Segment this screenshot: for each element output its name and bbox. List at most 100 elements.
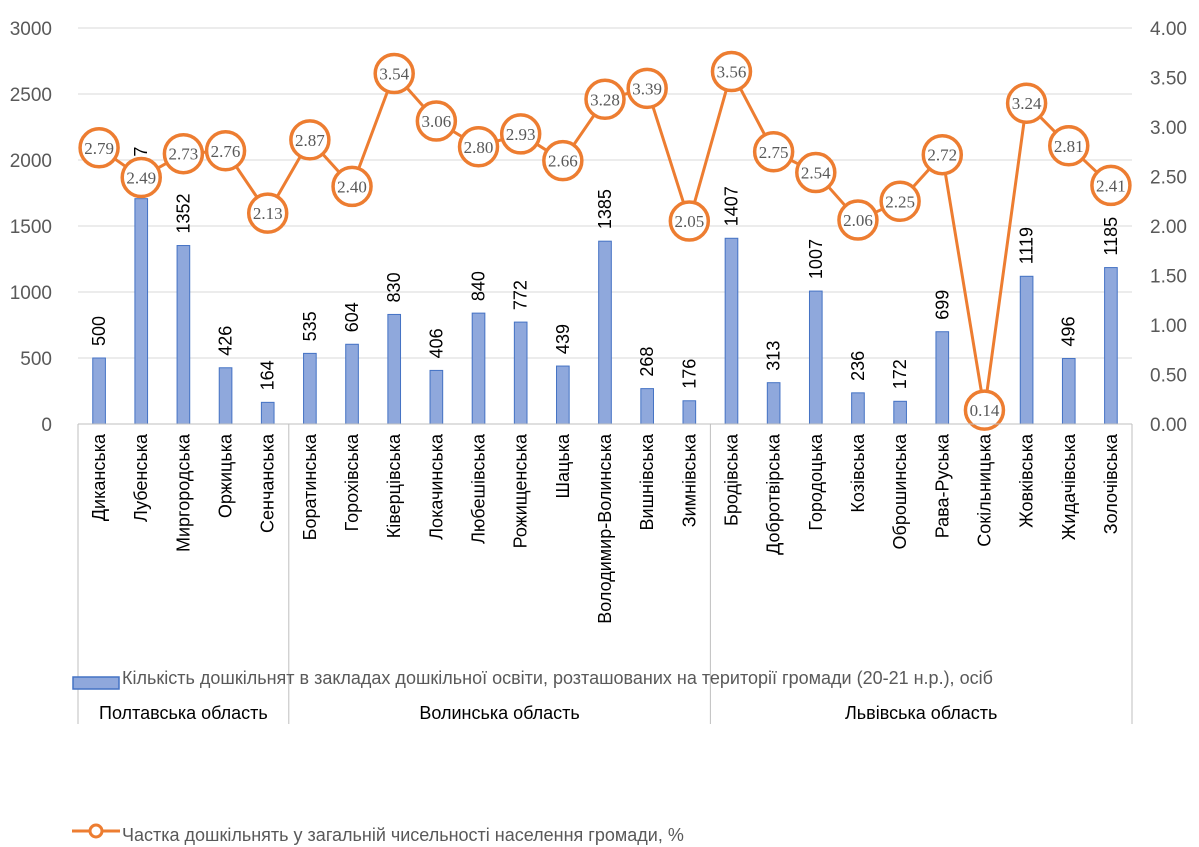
bar: [1061, 358, 1076, 425]
legend-label-line: Частка дошкільнять у загальній чисельнос…: [122, 825, 684, 845]
bar: [176, 245, 191, 425]
category-label: Добротвірська: [764, 433, 784, 555]
line-marker: [246, 192, 289, 234]
bar: [851, 392, 865, 425]
category-label: Козівська: [848, 433, 868, 513]
category-label: Миргородська: [173, 433, 193, 552]
bar-data-label: 313: [764, 341, 784, 371]
bar: [598, 240, 612, 425]
category-label: Городоцька: [806, 433, 826, 531]
bar-data-label: 496: [1059, 316, 1079, 346]
bar-data-label: 1407: [721, 186, 741, 226]
line-data-label: 3.28: [590, 90, 620, 109]
right-axis-tick-label: 2.00: [1150, 217, 1187, 238]
left-axis-ticks: 0 500 1000 1500 2000 2500 3000: [10, 19, 52, 436]
bar: [808, 290, 823, 425]
left-axis-tick-label: 3000: [10, 19, 52, 40]
bar-data-label: 699: [932, 290, 952, 320]
line-data-label: 2.72: [927, 146, 957, 165]
left-axis-tick-label: 1000: [10, 283, 52, 304]
right-axis-tick-label: 4.00: [1150, 19, 1187, 40]
right-axis-tick-label: 3.00: [1150, 118, 1187, 139]
category-label: Шацька: [553, 433, 573, 498]
line-data-label: 2.73: [169, 145, 199, 164]
right-axis-tick-label: 2.50: [1150, 168, 1187, 189]
bar: [640, 388, 654, 425]
line-data-label: 2.49: [126, 168, 156, 187]
line-marker: [415, 100, 458, 142]
category-label: Рава-Руська: [932, 433, 952, 538]
line-data-label: 2.54: [801, 164, 831, 183]
line-marker: [963, 389, 1006, 431]
category-label: Вишнівська: [637, 433, 657, 530]
line-data-label: 2.41: [1096, 176, 1126, 195]
line-swatch-icon: [72, 821, 120, 847]
bar-data-label: 439: [553, 324, 573, 354]
line-marker: [584, 78, 626, 121]
bar: [471, 312, 486, 425]
line-data-label: 2.40: [337, 177, 367, 196]
category-label: Жовківська: [1017, 433, 1037, 528]
category-label: Сокільницька: [974, 433, 994, 547]
bar-data-label: 172: [890, 359, 910, 389]
line-data-label: 2.87: [295, 131, 325, 150]
line-data-label: 3.54: [379, 65, 409, 84]
bar: [556, 365, 570, 425]
line-marker: [710, 50, 753, 93]
line-marker: [499, 113, 542, 155]
line-data-label: 2.81: [1054, 137, 1084, 156]
category-label: Сенчанська: [258, 433, 278, 533]
bar: [345, 343, 359, 425]
line-data-label: 2.66: [548, 152, 578, 171]
bar-data-label: 1352: [173, 193, 193, 233]
bar: [513, 321, 528, 425]
category-label: Оржицька: [216, 433, 236, 518]
line-marker: [668, 200, 711, 242]
bar-data-label: 426: [216, 326, 236, 356]
line-marker: [162, 132, 205, 175]
category-label: Жидачівська: [1059, 433, 1079, 540]
bar: [724, 237, 739, 425]
line-marker: [1090, 164, 1132, 207]
category-axis: Диканська Лубенська Миргородська Оржицька Се…: [77, 423, 1133, 724]
line-marker: [921, 133, 964, 176]
category-label: Золочівська: [1101, 433, 1121, 534]
bar-data-label: 176: [679, 359, 699, 389]
bar-data-label: 830: [384, 272, 404, 302]
left-axis-tick-label: 2500: [10, 85, 52, 106]
category-label: Оброшинська: [890, 433, 910, 549]
bar-series: [92, 198, 1118, 425]
left-axis-tick-label: 0: [41, 415, 52, 436]
bar: [935, 331, 950, 425]
bar: [387, 313, 402, 425]
group-label: Львівська область: [845, 703, 997, 723]
bar-data-label: 268: [637, 347, 657, 377]
line-data-label: 2.06: [843, 211, 873, 230]
line-marker: [204, 130, 247, 172]
bar-data-label: 772: [511, 280, 531, 310]
legend-label-bars: Кількість дошкільнят в закладах дошкільн…: [122, 668, 993, 688]
bar-data-label: 1007: [806, 239, 826, 279]
line-data-label: 2.13: [253, 204, 283, 223]
bar-data-label: 1185: [1101, 217, 1121, 256]
left-axis-tick-label: 1500: [10, 217, 52, 238]
line-data-label: 2.80: [464, 138, 494, 157]
line-marker: [373, 52, 415, 95]
bar: [1019, 275, 1034, 425]
line-marker: [752, 131, 795, 173]
line-data-label: 2.05: [674, 212, 704, 231]
right-axis-tick-label: 1.00: [1150, 316, 1187, 337]
right-axis-tick-label: 0.50: [1150, 366, 1187, 387]
line-data-label: 2.93: [506, 125, 536, 144]
bar-data-label: 500: [89, 316, 109, 346]
category-label: Локачинська: [426, 433, 446, 540]
category-label: Любешівська: [469, 433, 489, 544]
bar-swatch-icon: [72, 672, 120, 696]
bar-data-label: 1385: [595, 189, 615, 229]
bar: [134, 198, 149, 425]
bar-data-labels: 5001707135242616453560483040684077243913…: [89, 147, 1121, 411]
line-data-label: 2.76: [211, 142, 241, 161]
bar-data-label: 535: [300, 311, 320, 341]
line-data-label: 2.79: [84, 139, 114, 158]
line-points: 2.79 2.49 2.73 2.76 2.13 2.87 2.40 3.54 3.06 2.80…: [78, 50, 1132, 431]
